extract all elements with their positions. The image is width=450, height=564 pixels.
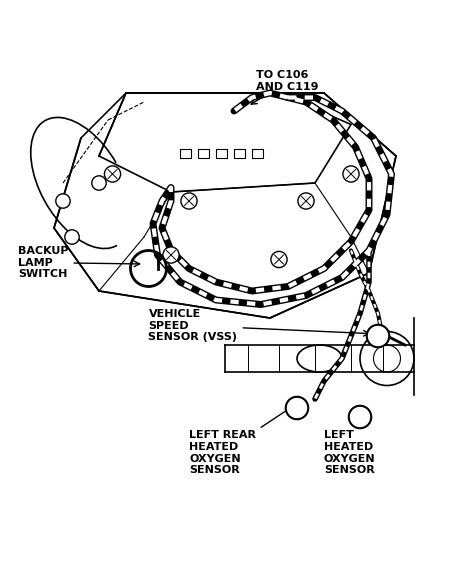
Circle shape (298, 193, 314, 209)
Text: LEFT REAR
HEATED
OXYGEN
SENSOR: LEFT REAR HEATED OXYGEN SENSOR (189, 406, 293, 475)
Circle shape (349, 406, 371, 428)
Text: TO C106
AND C119: TO C106 AND C119 (251, 70, 319, 104)
Circle shape (343, 166, 359, 182)
Circle shape (163, 247, 179, 263)
Text: VEHICLE
SPEED
SENSOR (VSS): VEHICLE SPEED SENSOR (VSS) (148, 309, 369, 342)
Circle shape (286, 396, 308, 419)
Circle shape (181, 193, 197, 209)
Circle shape (56, 194, 70, 208)
Text: LEFT
HEATED
OXYGEN
SENSOR: LEFT HEATED OXYGEN SENSOR (324, 417, 376, 475)
Circle shape (271, 252, 287, 267)
Circle shape (65, 230, 79, 244)
Circle shape (367, 325, 389, 347)
Circle shape (92, 176, 106, 190)
Text: BACKUP
LAMP
SWITCH: BACKUP LAMP SWITCH (18, 246, 140, 279)
Circle shape (104, 166, 121, 182)
